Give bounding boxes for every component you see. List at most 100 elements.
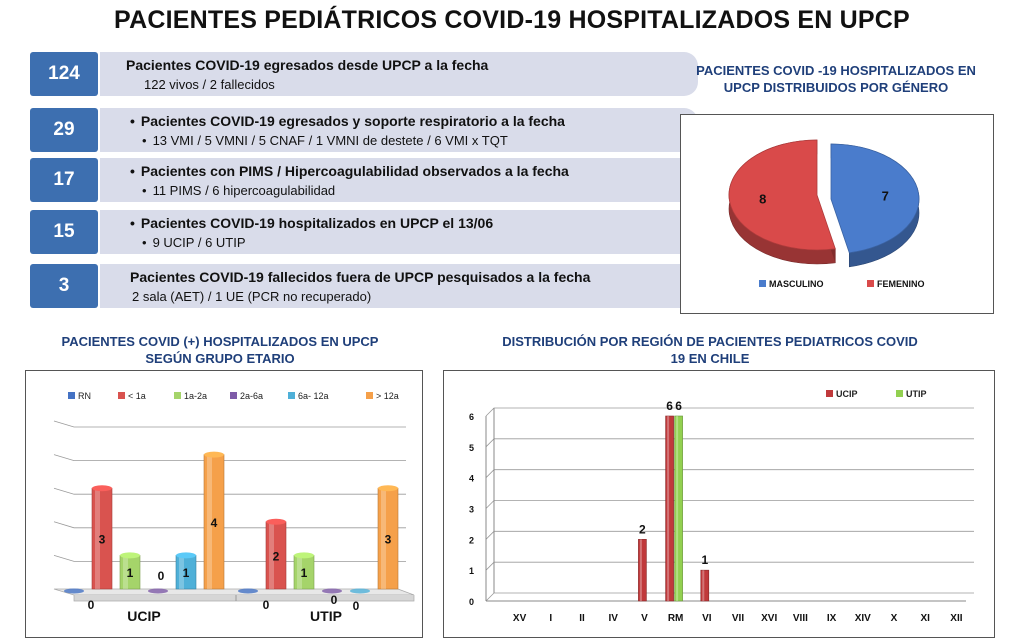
bar-zero: [322, 588, 342, 594]
stat-body: Pacientes COVID-19 hospitalizados en UPC…: [100, 210, 698, 254]
x-tick-label: RM: [668, 613, 684, 624]
x-tick-label: VIII: [793, 613, 808, 624]
page-title: PACIENTES PEDIÁTRICOS COVID-19 HOSPITALI…: [114, 6, 910, 34]
bar-top: [266, 518, 286, 525]
bar-label: 2: [639, 522, 646, 536]
legend-swatch: [288, 392, 295, 399]
category-label: UCIP: [127, 608, 160, 624]
chart-floor-edge: [73, 595, 415, 602]
age-bar-svg: RN < 1a 1a-2a 2a-6a 6a- 12a > 12a 3 1 1 4 2 1 3 0 0 0 0 0…: [53, 391, 415, 624]
x-tick-label: XI: [920, 613, 930, 624]
region-chart-title: DISTRIBUCIÓN POR REGIÓN DE PACIENTES PED…: [502, 334, 918, 366]
bar-label: 1: [183, 566, 190, 580]
pie-data-label: 8: [759, 192, 766, 207]
y-tick-label: 4: [469, 474, 474, 484]
legend-swatch: [174, 392, 181, 399]
x-tick-label: IX: [827, 613, 837, 624]
legend-swatch: [867, 280, 874, 287]
x-tick-label: XV: [513, 613, 527, 624]
age-chart-title: PACIENTES COVID (+) HOSPITALIZADOS EN UP…: [61, 334, 379, 366]
gridline: [53, 521, 406, 529]
bar-label: 3: [385, 533, 392, 547]
stat-detail: 9 UCIP / 6 UTIP: [142, 235, 246, 250]
legend-swatch: [759, 280, 766, 287]
bar-highlight: [381, 488, 386, 589]
bar-highlight: [639, 539, 642, 601]
bar: [674, 415, 683, 602]
bar-top: [378, 485, 398, 492]
bar: [665, 415, 674, 602]
bar-highlight: [123, 555, 128, 589]
gender-pie-svg: 7 8 MASCULINO FEMENINO: [728, 139, 925, 289]
x-tick-label: VI: [702, 613, 712, 624]
y-tick-label: 6: [469, 412, 474, 422]
x-tick-label: XVI: [761, 613, 777, 624]
stat-label: Pacientes con PIMS / Hipercoagulabilidad…: [130, 163, 569, 179]
bar-zero: [64, 588, 84, 594]
pie-slice-femenino: [728, 139, 836, 251]
legend-swatch: [68, 392, 75, 399]
gender-chart-title: PACIENTES COVID -19 HOSPITALIZADOS EN UP…: [696, 63, 976, 95]
bar-label: 6: [675, 399, 682, 413]
gridline: [485, 407, 974, 417]
legend-swatch: [366, 392, 373, 399]
stat-detail: 2 sala (AET) / 1 UE (PCR no recuperado): [132, 289, 372, 304]
stat-detail: 122 vivos / 2 fallecidos: [144, 77, 275, 92]
bar-label: 1: [127, 566, 134, 580]
bar-highlight: [207, 454, 212, 589]
stat-label: Pacientes COVID-19 hospitalizados en UPC…: [130, 215, 493, 231]
gender-pie-chart: 7 8 MASCULINO FEMENINO: [680, 114, 994, 314]
bar-label: 6: [666, 399, 673, 413]
gridline: [485, 438, 974, 448]
x-tick-label: XII: [950, 613, 962, 624]
legend-label: UTIP: [906, 389, 927, 399]
bar-top: [294, 552, 314, 559]
legend-label: 2a-6a: [240, 391, 263, 401]
legend-label: > 12a: [376, 391, 399, 401]
bar-label: 1: [301, 566, 308, 580]
bar-top: [204, 451, 224, 458]
legend-swatch: [118, 392, 125, 399]
pie-slice-masculino: [830, 143, 920, 254]
gridline: [485, 500, 974, 509]
bar-label: 3: [99, 533, 106, 547]
gridline: [53, 487, 406, 495]
gridline: [53, 420, 406, 428]
pie-data-label: 7: [882, 188, 889, 203]
bar-highlight: [702, 570, 705, 601]
bar: [638, 539, 647, 602]
legend-label: FEMENINO: [877, 279, 925, 289]
bar-label: 4: [211, 516, 218, 530]
legend-label: < 1a: [128, 391, 146, 401]
stat-label: Pacientes COVID-19 egresados y soporte r…: [130, 113, 565, 129]
gridline: [485, 592, 974, 602]
bar-highlight: [269, 521, 274, 589]
bar-label: 0: [263, 598, 270, 612]
legend-swatch: [896, 390, 903, 397]
bar-label: 1: [701, 553, 708, 567]
stat-detail: 11 PIMS / 6 hipercoagulabilidad: [142, 183, 336, 198]
stat-value: 17: [30, 158, 98, 202]
y-tick-label: 0: [469, 597, 474, 607]
legend-label: 1a-2a: [184, 391, 207, 401]
age-bar-chart: RN < 1a 1a-2a 2a-6a 6a- 12a > 12a 3 1 1 4 2 1 3 0 0 0 0 0…: [25, 370, 423, 638]
gridline: [53, 454, 406, 461]
category-label: UTIP: [310, 608, 342, 624]
bar-highlight: [297, 555, 302, 589]
legend-label: UCIP: [836, 389, 858, 399]
bar-label: 0: [353, 599, 360, 613]
bar-highlight: [676, 416, 679, 601]
bar-label: 2: [273, 549, 280, 563]
bar-zero: [148, 588, 168, 594]
bar: [700, 569, 710, 602]
x-tick-label: V: [641, 613, 648, 624]
stat-detail: 13 VMI / 5 VMNI / 5 CNAF / 1 VMNI de des…: [142, 133, 508, 148]
y-tick-label: 3: [469, 505, 474, 515]
bar-top: [176, 552, 196, 559]
stat-body: Pacientes con PIMS / Hipercoagulabilidad…: [100, 158, 698, 202]
bar-highlight: [95, 488, 100, 589]
stat-value: 15: [30, 210, 98, 254]
x-tick-label: I: [549, 613, 552, 624]
gridline: [485, 530, 974, 540]
bar-highlight: [179, 555, 184, 589]
